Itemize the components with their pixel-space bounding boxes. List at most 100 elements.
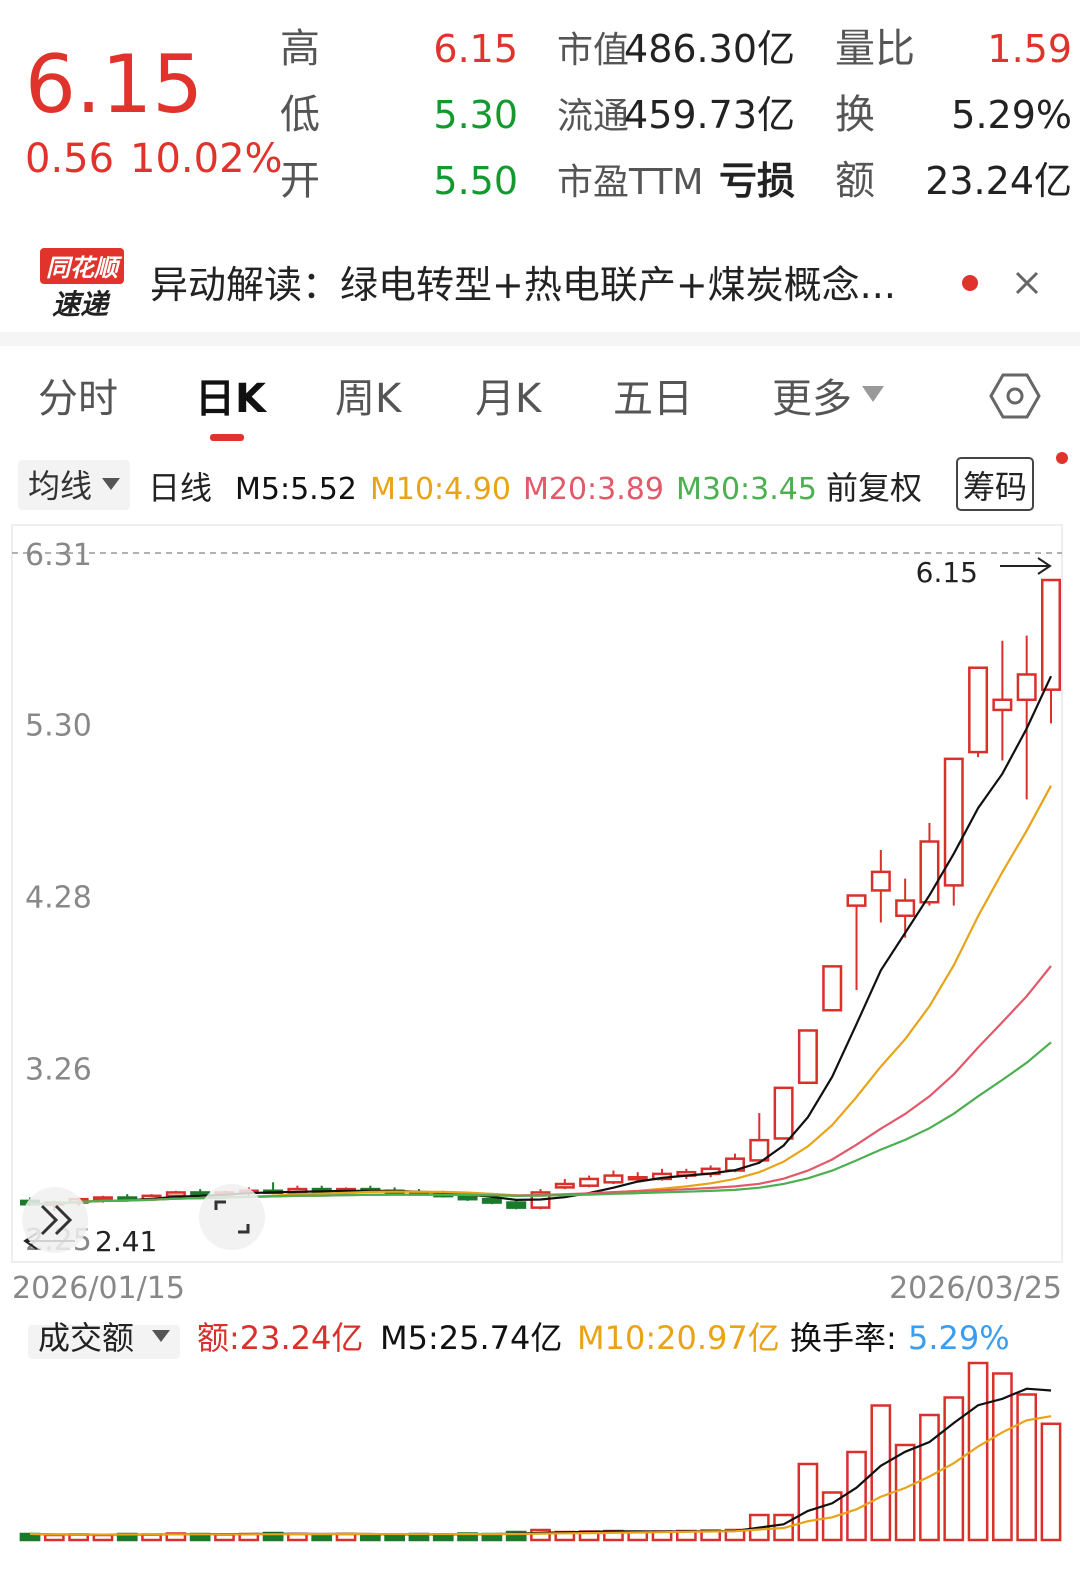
volume-title[interactable]: 成交额 xyxy=(38,1319,134,1357)
nav-buttons xyxy=(22,1184,265,1253)
candle-body xyxy=(190,1191,211,1196)
candle-body xyxy=(846,894,867,907)
candle-body xyxy=(457,1194,478,1201)
volume-bar xyxy=(992,1372,1013,1542)
adjust[interactable]: 前复权 xyxy=(826,469,922,507)
candle-body xyxy=(1016,673,1037,702)
high-label: 6.15 xyxy=(916,556,978,589)
volume-label: 换手率: xyxy=(790,1319,897,1357)
volume-label: M5:25.74亿 xyxy=(380,1319,562,1357)
banner-text[interactable]: 异动解读：绿电转型+热电联产+煤炭概念... xyxy=(150,263,896,307)
fullscreen-icon xyxy=(214,1200,250,1234)
logo-box xyxy=(40,248,124,284)
stat-value: 5.30 xyxy=(433,93,518,137)
volume-chart: 额:23.24亿 M5:25.74亿 M10:20.97亿 换手率: 5.29% xyxy=(19,1319,1062,1542)
candle-body xyxy=(1040,578,1062,691)
gear-center xyxy=(1006,387,1024,405)
ma-selector[interactable]: 均线 xyxy=(28,467,92,505)
selector-box[interactable] xyxy=(18,460,130,510)
candle-body xyxy=(895,899,916,917)
stat-label: 市盈TTM xyxy=(557,162,703,203)
tab[interactable]: 月K xyxy=(475,376,543,422)
logo: 同花顺 速递 xyxy=(40,248,124,321)
candle-body xyxy=(870,870,891,892)
stat-value: 459.73亿 xyxy=(624,93,795,137)
candle-body xyxy=(822,965,843,1012)
stat-label: 量比 xyxy=(835,26,915,72)
fullscreen-button[interactable] xyxy=(199,1184,265,1250)
candle-body xyxy=(992,698,1013,712)
volume-bar xyxy=(43,1533,65,1542)
candle-body xyxy=(92,1196,113,1201)
volume-label: 额:23.24亿 xyxy=(197,1319,363,1357)
y-tick-label: 4.28 xyxy=(25,881,92,916)
volume-bar xyxy=(1016,1393,1038,1542)
ma-label: M20:3.89 xyxy=(523,472,664,507)
chips-label[interactable]: 筹码 xyxy=(963,468,1027,506)
price-frame xyxy=(11,524,1063,1263)
tab[interactable]: 更多 xyxy=(772,376,852,422)
tab[interactable]: 五日 xyxy=(613,376,693,422)
chips-dot xyxy=(1056,452,1068,464)
stat-value: 6.15 xyxy=(433,27,518,71)
candle-body xyxy=(773,1086,794,1140)
stat-label: 换 xyxy=(835,92,875,138)
y-tick-label: 5.30 xyxy=(25,708,92,743)
volume-label: M10:20.97亿 xyxy=(577,1319,780,1357)
logo-bottom: 速递 xyxy=(52,288,111,321)
candle-body xyxy=(165,1191,186,1198)
stat-label: 额 xyxy=(835,158,875,204)
price-chart: 6.315.304.283.262.252026/01/152026/03/25… xyxy=(12,538,1062,1306)
candle-body xyxy=(968,666,989,754)
candle-body xyxy=(603,1174,624,1184)
scroll-icon xyxy=(40,1204,73,1236)
candle-body xyxy=(797,1029,818,1085)
chips-button[interactable] xyxy=(956,457,1034,511)
volume-bar xyxy=(1040,1422,1062,1542)
tabs: 分时 日K 周K 月K 五日 更多 xyxy=(38,376,852,422)
volume-bar xyxy=(384,1533,406,1542)
volume-bar xyxy=(530,1528,551,1542)
price-change: 0.56 xyxy=(25,136,114,182)
ma-line xyxy=(29,965,1052,1206)
selector-arrow xyxy=(102,478,120,490)
candle-body xyxy=(627,1176,648,1181)
volume-selector-box[interactable] xyxy=(28,1325,180,1359)
stat-value: 23.24亿 xyxy=(925,159,1072,203)
y-tick-label: 3.26 xyxy=(25,1053,92,1088)
volume-label: 5.29% xyxy=(908,1319,1010,1357)
volume-selector-arrow xyxy=(152,1330,170,1342)
ma-label: M30:3.45 xyxy=(676,472,817,507)
settings-icon[interactable] xyxy=(989,373,1041,419)
volume-bar xyxy=(359,1533,381,1542)
volume-bar xyxy=(797,1462,819,1542)
tab-underline xyxy=(210,434,244,441)
stat-label: 高 xyxy=(280,26,320,72)
stat-label: 市值 xyxy=(557,30,629,71)
stats: 高 6.15 市值486.30亿 量比 1.59 低 5.30 流通459.73亿换 5.29%… xyxy=(280,26,1072,204)
candle-body xyxy=(943,757,964,887)
unread-dot xyxy=(962,275,978,291)
tab[interactable]: 周K xyxy=(335,376,403,422)
tab[interactable]: 日K xyxy=(195,376,268,422)
low-label: 2.41 xyxy=(95,1225,157,1258)
price-pct: 10.02% xyxy=(130,136,283,182)
ma-labels: M5:5.52 M10:4.90 M20:3.89 M30:3.45 xyxy=(235,472,817,507)
x-tick-label: 2026/03/25 xyxy=(889,1271,1062,1306)
volume-bar xyxy=(505,1530,527,1542)
stat-value: 亏损 xyxy=(719,159,795,203)
high-arrow xyxy=(1000,557,1052,575)
tab[interactable]: 分时 xyxy=(38,376,118,422)
volume-bar xyxy=(92,1533,114,1542)
candle-body xyxy=(579,1177,600,1187)
x-tick-label: 2026/01/15 xyxy=(12,1271,185,1306)
y-tick-label: 6.31 xyxy=(25,538,92,573)
separator xyxy=(0,332,1080,346)
close-button[interactable] xyxy=(1015,271,1039,295)
last-price: 6.15 xyxy=(25,38,203,131)
gear-outline xyxy=(989,373,1041,419)
ma-label: M5:5.52 xyxy=(235,472,357,507)
stat-value: 5.50 xyxy=(433,159,518,203)
logo-top: 同花顺 xyxy=(46,254,123,282)
